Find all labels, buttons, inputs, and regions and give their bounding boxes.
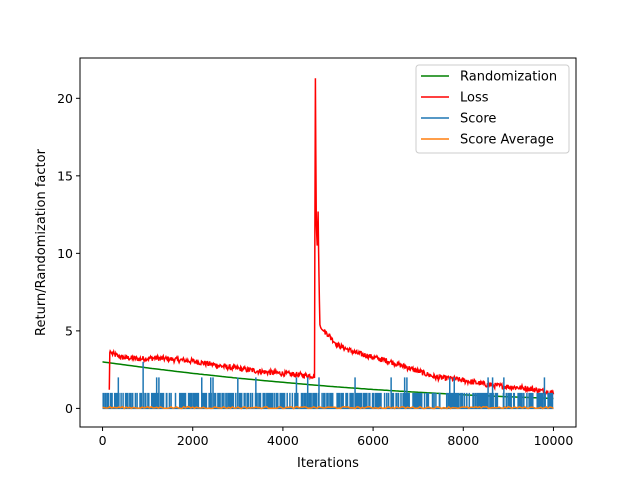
series-group <box>102 78 555 410</box>
x-tick-label: 8000 <box>447 433 479 448</box>
legend-label: Randomization <box>460 70 557 85</box>
legend-label: Loss <box>460 91 489 106</box>
legend-label: Score Average <box>460 133 554 148</box>
x-tick-label: 4000 <box>267 433 299 448</box>
y-tick-label: 15 <box>57 168 73 183</box>
x-tick-label: 10000 <box>534 433 574 448</box>
loss-line <box>108 78 555 396</box>
y-axis-label: Return/Randomization factor <box>34 148 49 336</box>
legend-label: Score <box>460 112 496 127</box>
series-loss <box>108 78 555 396</box>
series-layer <box>102 78 555 410</box>
legend: Randomization Loss Score Score Average <box>415 64 570 154</box>
y-tick-label: 5 <box>65 323 73 338</box>
legend-box <box>415 64 570 154</box>
y-tick-label: 0 <box>65 401 73 416</box>
x-axis: 0 2000 4000 6000 8000 10000 <box>99 427 574 448</box>
x-axis-label: Iterations <box>297 456 359 471</box>
x-tick-label: 2000 <box>177 433 209 448</box>
y-tick-label: 20 <box>57 91 73 106</box>
score-average-line <box>102 405 554 410</box>
series-score-average <box>102 405 554 410</box>
x-tick-label: 6000 <box>357 433 389 448</box>
y-tick-label: 10 <box>57 246 73 261</box>
x-tick-label: 0 <box>99 433 107 448</box>
series-score <box>102 361 554 410</box>
y-axis: 0 5 10 15 20 <box>57 91 80 416</box>
axes-frame <box>79 57 577 428</box>
score-line <box>102 392 554 409</box>
